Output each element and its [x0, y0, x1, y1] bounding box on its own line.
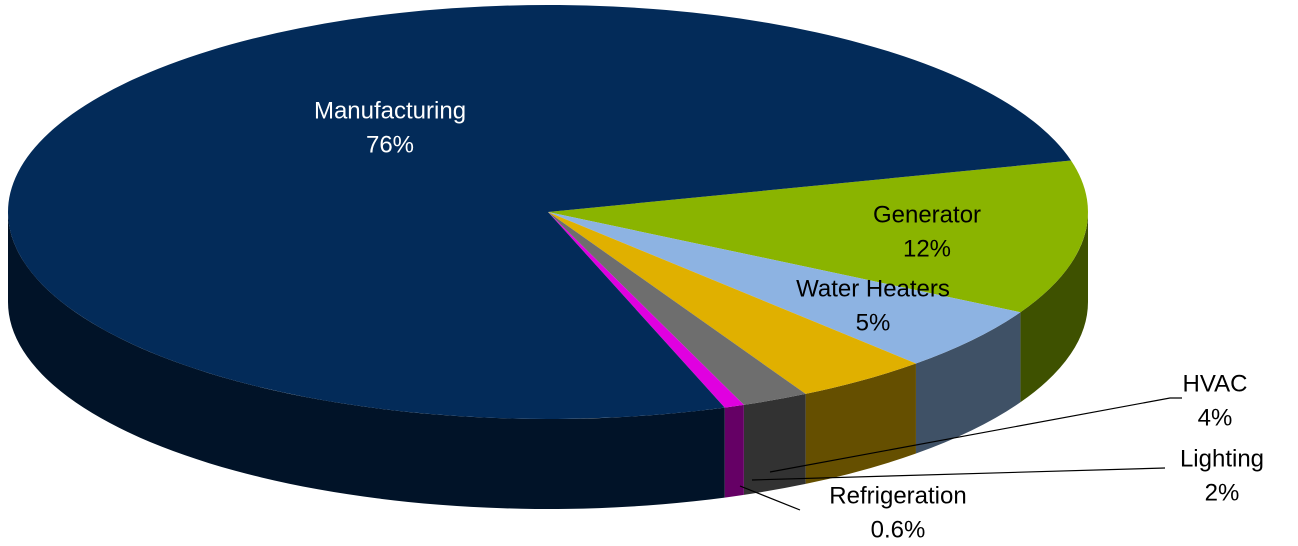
- slice-value-label: 4%: [1198, 404, 1233, 431]
- leader-line: [739, 485, 801, 511]
- slice-label: Lighting: [1180, 445, 1264, 472]
- slice-value-label: 2%: [1205, 479, 1240, 506]
- slice-value-label: 76%: [366, 131, 414, 158]
- slice: [7, 5, 1072, 420]
- slice-side: [1020, 212, 1088, 403]
- slice: [548, 212, 806, 405]
- slice: [548, 212, 1021, 364]
- slice-label: Water Heaters: [796, 275, 950, 302]
- slice-side: [743, 393, 806, 495]
- slice-label: HVAC: [1183, 370, 1248, 397]
- slice-label: Generator: [873, 201, 981, 228]
- leader-line: [751, 467, 1166, 481]
- slice-label: Manufacturing: [314, 97, 466, 124]
- slice-side: [805, 363, 916, 484]
- slice-label: Refrigeration: [829, 482, 966, 509]
- slice: [548, 212, 916, 394]
- slice-value-label: 5%: [856, 309, 891, 336]
- slice-side: [915, 312, 1021, 454]
- slice-value-label: 0.6%: [871, 516, 926, 543]
- slice: [548, 160, 1088, 313]
- leader-line: [769, 397, 1182, 473]
- slice-side: [724, 404, 744, 498]
- slice: [548, 212, 744, 408]
- slice-value-label: 12%: [903, 235, 951, 262]
- slice-side: [7, 212, 725, 510]
